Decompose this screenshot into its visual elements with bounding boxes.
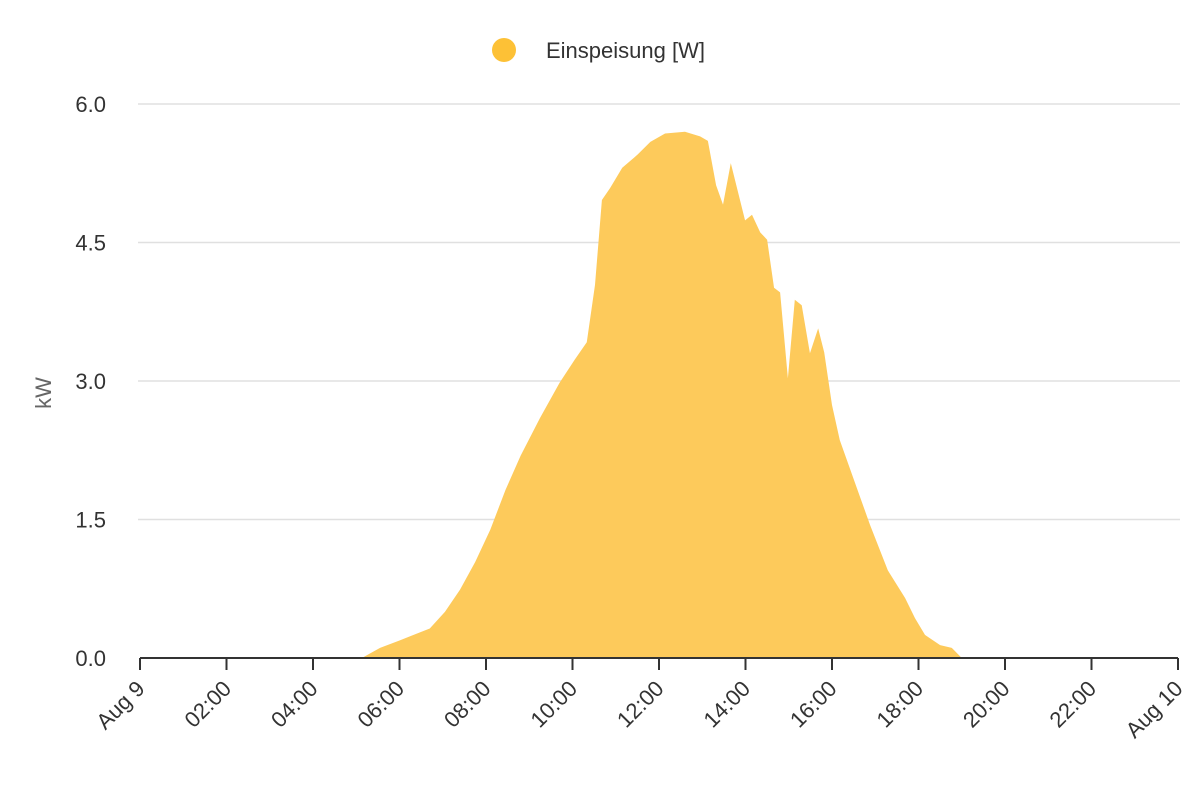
legend-marker	[492, 38, 516, 62]
x-tick-label: 16:00	[785, 676, 842, 733]
x-tick-label: Aug 9	[91, 676, 149, 734]
y-axis-label: kW	[31, 377, 56, 409]
y-tick-label: 0.0	[75, 646, 106, 671]
x-tick-label: 08:00	[439, 676, 496, 733]
x-tick-label: 04:00	[266, 676, 323, 733]
x-tick-label: 14:00	[698, 676, 755, 733]
x-tick-label: 18:00	[871, 676, 928, 733]
x-tick-label: Aug 10	[1121, 676, 1188, 743]
x-tick-label: 12:00	[612, 676, 669, 733]
x-tick-label: 20:00	[958, 676, 1015, 733]
x-tick-label: 10:00	[525, 676, 582, 733]
y-tick-label: 1.5	[75, 508, 106, 533]
x-tick-label: 02:00	[179, 676, 236, 733]
area	[140, 131, 1178, 658]
y-tick-label: 3.0	[75, 369, 106, 394]
x-tick-label: 22:00	[1044, 676, 1101, 733]
x-tick-label: 06:00	[352, 676, 409, 733]
y-tick-label: 4.5	[75, 231, 106, 256]
legend-label: Einspeisung [W]	[546, 38, 705, 63]
y-tick-label: 6.0	[75, 92, 106, 117]
